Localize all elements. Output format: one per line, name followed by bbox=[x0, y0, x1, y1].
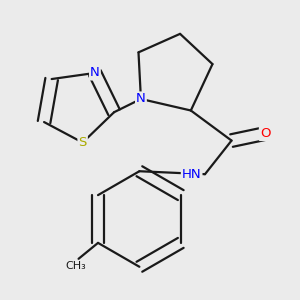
Text: HN: HN bbox=[182, 168, 202, 181]
Text: O: O bbox=[260, 127, 270, 140]
Text: N: N bbox=[136, 92, 146, 106]
Text: CH₃: CH₃ bbox=[65, 261, 86, 271]
Text: N: N bbox=[90, 67, 100, 80]
Text: S: S bbox=[78, 136, 87, 149]
